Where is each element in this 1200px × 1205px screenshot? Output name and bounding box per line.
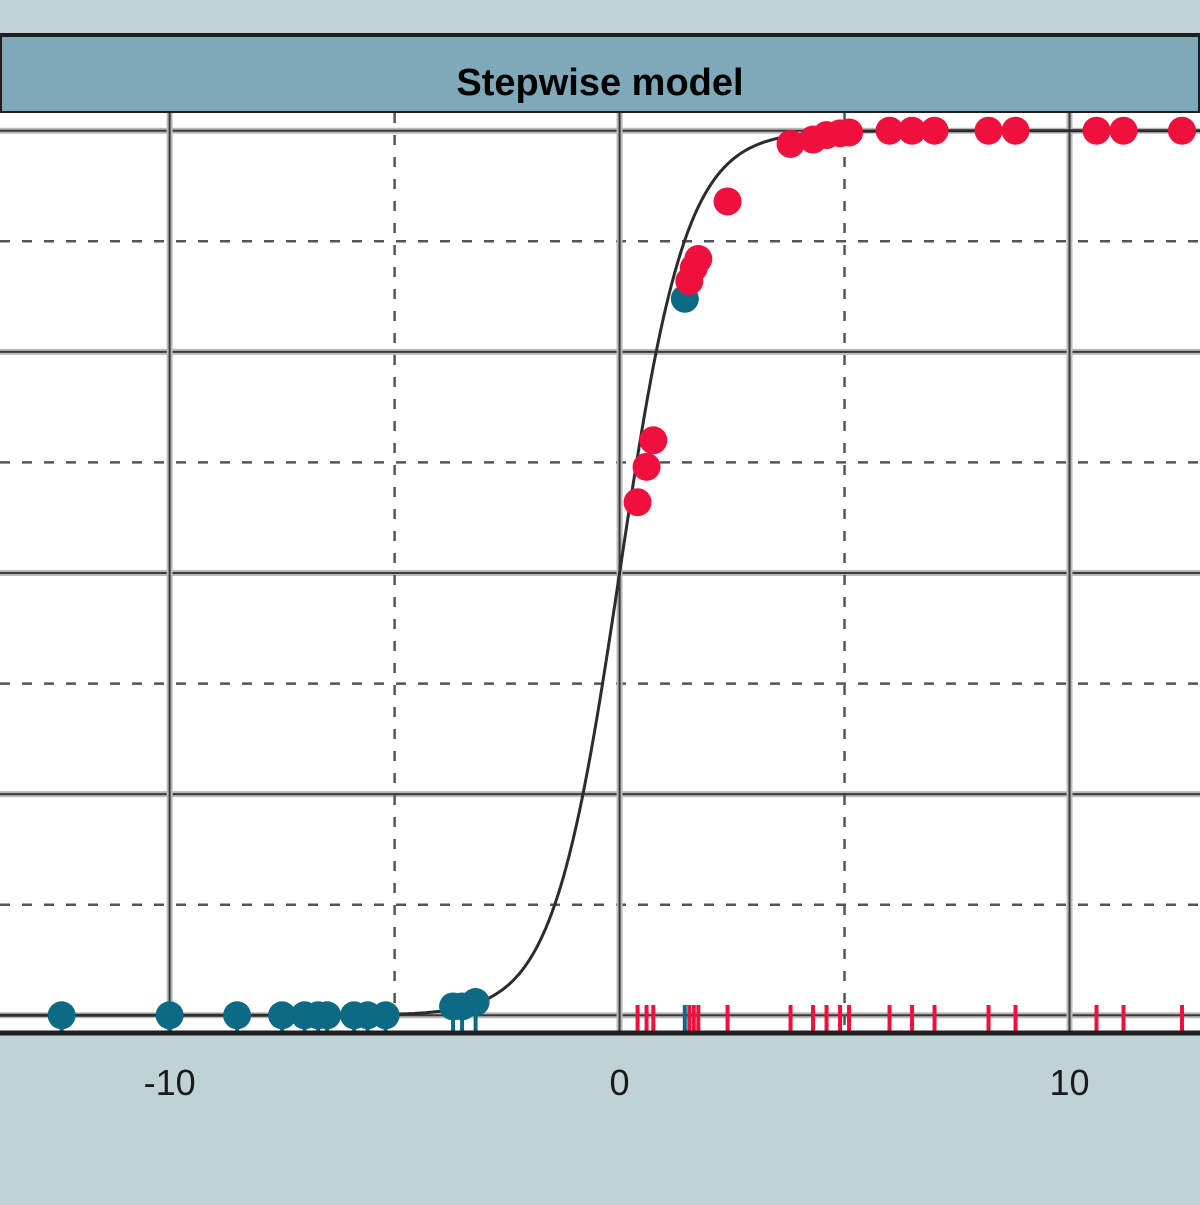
data-point-1-16 <box>1001 116 1030 145</box>
data-point-0-3 <box>268 1001 297 1030</box>
data-point-0-1 <box>155 1001 184 1030</box>
x-tick-label-0: -10 <box>144 1062 196 1103</box>
data-point-1-5 <box>684 244 713 273</box>
data-point-1-18 <box>1109 116 1138 145</box>
data-point-1-12 <box>875 116 904 145</box>
data-point-1-19 <box>1168 116 1197 145</box>
data-point-1-11 <box>835 118 864 147</box>
data-point-1-17 <box>1082 116 1111 145</box>
tick-layer: -10 0 10 <box>144 1062 1090 1103</box>
point-layer <box>47 116 1197 1030</box>
data-point-1-6 <box>713 187 742 216</box>
data-point-1-15 <box>974 116 1003 145</box>
data-point-1-13 <box>898 116 927 145</box>
data-point-1-2 <box>639 426 668 455</box>
data-point-1-14 <box>920 116 949 145</box>
data-point-0-6 <box>313 1001 342 1030</box>
data-point-0-9 <box>371 1001 400 1030</box>
x-tick-label-1: 0 <box>610 1062 630 1103</box>
data-point-0-2 <box>223 1001 252 1030</box>
data-point-1-7 <box>776 129 805 158</box>
x-tick-label-2: 10 <box>1049 1062 1089 1103</box>
chart-title: Stepwise model <box>456 62 743 104</box>
title-bar <box>0 33 1200 115</box>
data-point-0-0 <box>47 1001 76 1030</box>
data-point-1-1 <box>632 452 661 481</box>
grid-layer <box>0 113 1200 1033</box>
data-point-1-0 <box>623 488 652 517</box>
data-point-0-12 <box>461 988 490 1017</box>
